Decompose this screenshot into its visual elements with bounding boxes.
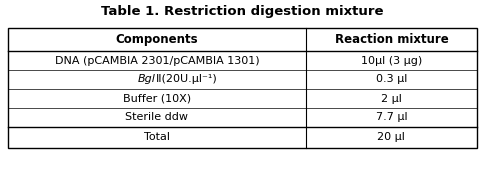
Text: Table 1. Restriction digestion mixture: Table 1. Restriction digestion mixture [101, 5, 383, 18]
Text: DNA (pCAMBIA 2301/pCAMBIA 1301): DNA (pCAMBIA 2301/pCAMBIA 1301) [55, 55, 258, 66]
Bar [8, 28, 476, 148]
Text: Buffer (10X): Buffer (10X) [122, 94, 191, 104]
Text: Total: Total [144, 132, 169, 143]
Text: Components: Components [115, 33, 198, 46]
Text: Reaction mixture: Reaction mixture [334, 33, 447, 46]
Text: 2 μl: 2 μl [380, 94, 401, 104]
Text: Sterile ddw: Sterile ddw [125, 113, 188, 122]
Text: 7.7 μl: 7.7 μl [375, 113, 407, 122]
Text: 20 μl: 20 μl [377, 132, 405, 143]
Text: II(20U.μl⁻¹): II(20U.μl⁻¹) [155, 74, 217, 85]
Text: 10μl (3 μg): 10μl (3 μg) [360, 55, 421, 66]
Text: 0.3 μl: 0.3 μl [375, 74, 406, 85]
Text: Bgl: Bgl [138, 74, 155, 85]
